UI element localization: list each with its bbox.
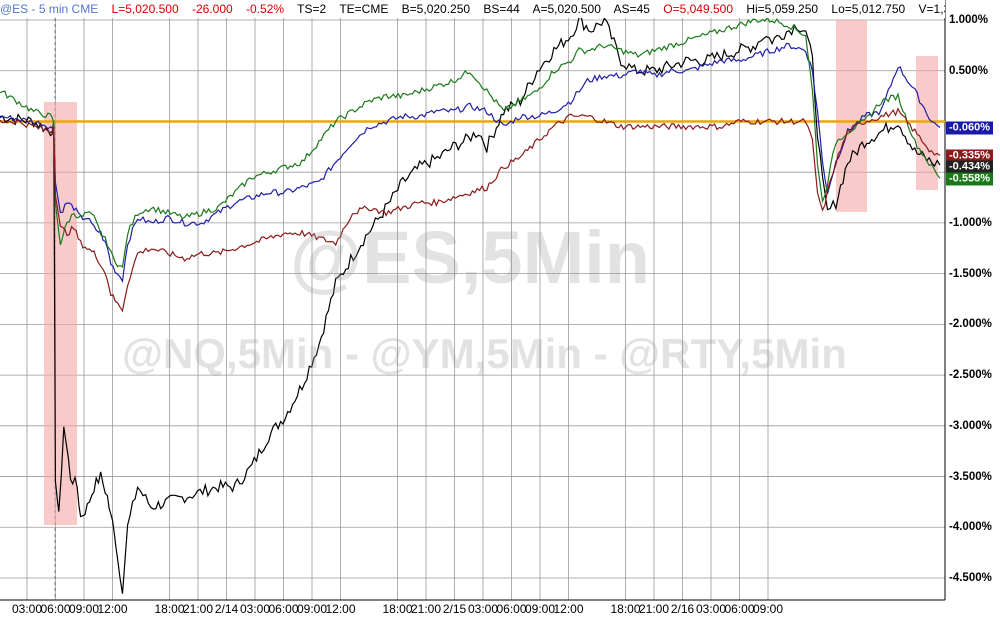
series-line-2: [0, 16, 941, 268]
ask-size: AS=45: [613, 2, 650, 16]
x-tick-label: 09:00: [524, 602, 556, 616]
y-tick-label: -4.000%: [949, 521, 992, 534]
x-tick-label: 03:00: [11, 602, 43, 616]
volume: V=1,33...: [918, 2, 945, 16]
x-tick-label: 06:00: [496, 602, 527, 616]
pct-change: -0.52%: [246, 2, 285, 16]
x-tick-label: 03:00: [467, 602, 499, 616]
y-tick-label: -1.000%: [949, 216, 992, 229]
x-tick-label: 12:00: [325, 602, 356, 616]
tick-size: TS=2: [297, 2, 327, 16]
x-tick-label: 06:00: [40, 602, 71, 616]
x-tick-label: 09:00: [68, 602, 100, 616]
x-tick-label: 21:00: [410, 602, 442, 616]
y-tick-label: -3.500%: [949, 470, 992, 483]
price-tag: -0.434%: [946, 160, 993, 174]
x-tick-label: 18:00: [610, 602, 641, 616]
x-tick-label: 2/15: [442, 602, 467, 616]
high-price: Hi=5,059.250: [746, 2, 819, 16]
x-tick-label: 09:00: [296, 602, 328, 616]
series-line-0: [0, 16, 941, 594]
x-tick-label: 09:00: [752, 602, 784, 616]
x-tick-label: 18:00: [382, 602, 413, 616]
low-price: Lo=5,012.750: [831, 2, 906, 16]
net-change: -26.000: [191, 2, 233, 16]
ask-price: A=5,020.500: [532, 2, 601, 16]
series-line-1: [0, 42, 941, 284]
x-tick-label: 21:00: [638, 602, 670, 616]
highlight-region: [44, 102, 77, 525]
gridlines: [0, 0, 946, 601]
y-tick-label: -4.500%: [949, 572, 992, 584]
x-axis: 03:00 06:00 09:00 12:00 18:00 21:00 2/14 03:00 0…: [0, 600, 1000, 629]
y-axis: 1.000% 0.500% -1.000% -1.500% -2.000% -2.500%…: [945, 0, 1000, 600]
price-tag: -0.335%: [946, 149, 993, 163]
x-tick-label: 12:00: [97, 602, 128, 616]
symbol-label[interactable]: @ES - 5 min CME: [0, 2, 99, 16]
bid-price: B=5,020.250: [401, 2, 471, 16]
watermark-main: @ES,5Min: [290, 216, 650, 299]
open-price: O=5,049.500: [663, 2, 733, 16]
x-tick-label: 03:00: [695, 602, 727, 616]
y-tick-label: 1.000%: [949, 14, 989, 26]
x-tick-label: 03:00: [239, 602, 271, 616]
bid-size: BS=44: [483, 2, 520, 16]
highlight-region: [916, 56, 938, 190]
x-tick-label: 12:00: [553, 602, 584, 616]
exchange: TE=CME: [339, 2, 389, 16]
series-lines: [0, 16, 941, 594]
y-tick-label: -1.500%: [949, 267, 992, 280]
x-tick-label: 06:00: [268, 602, 299, 616]
watermark-sub: @NQ,5Min - @YM,5Min - @RTY,5Min: [122, 330, 847, 377]
price-tag: -0.060%: [946, 121, 993, 135]
y-tick-label: 0.500%: [949, 64, 989, 77]
x-tick-label: 18:00: [154, 602, 185, 616]
x-tick-label: 2/16: [670, 602, 695, 616]
last-price: L=5,020.500: [111, 2, 179, 16]
y-tick-label: -2.000%: [949, 318, 992, 331]
y-tick-label: -3.000%: [949, 419, 992, 432]
price-tag: -0.558%: [946, 172, 993, 186]
x-tick-label: 2/14: [214, 602, 239, 616]
y-tick-label: -2.500%: [949, 369, 992, 382]
quote-header: @ES - 5 min CME L=5,020.500 -26.000 -0.5…: [0, 0, 945, 18]
x-tick-label: 21:00: [182, 602, 214, 616]
x-tick-label: 06:00: [724, 602, 755, 616]
series-line-3: [0, 107, 941, 313]
highlight-boxes: [44, 20, 938, 525]
